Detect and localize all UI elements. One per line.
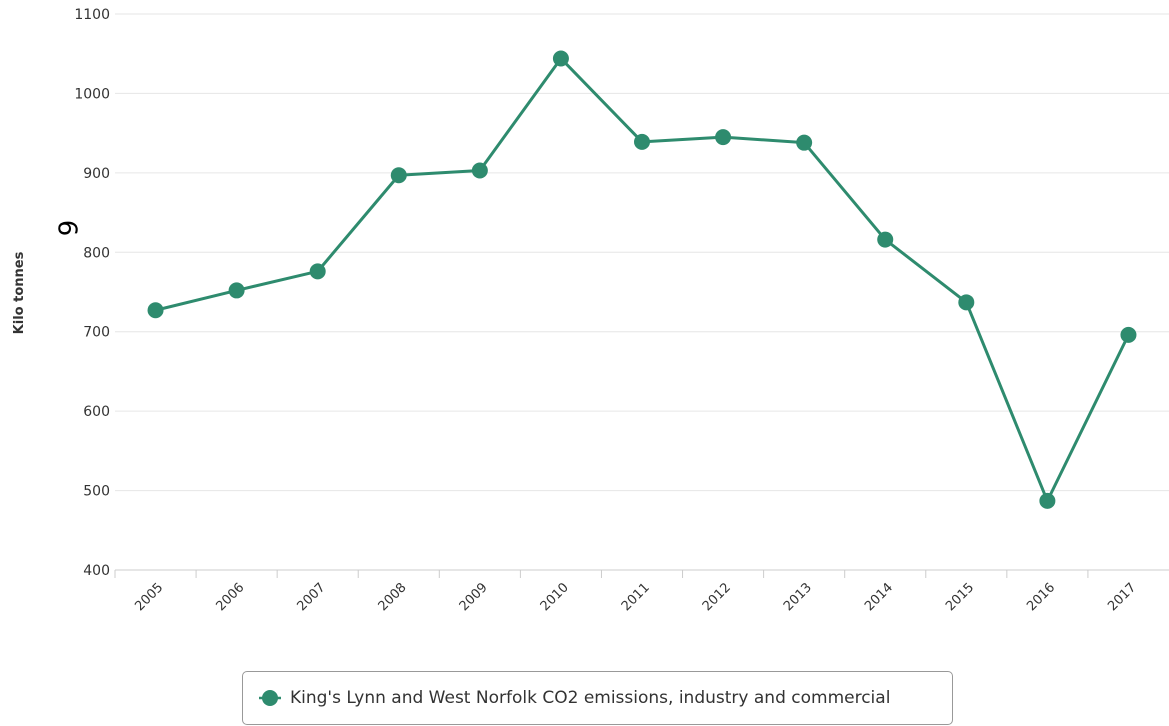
x-tick-label: 2014	[862, 580, 896, 614]
x-tick-label: 2008	[376, 580, 410, 614]
y-tick-label: 1000	[74, 86, 110, 102]
series-line	[155, 56, 1130, 503]
y-tick-label: 400	[83, 563, 110, 579]
y-axis-ticks: 400 500 600 700 800 900 1000 1100	[74, 7, 110, 579]
data-point	[1120, 326, 1137, 343]
stray-glyph: 6	[51, 219, 82, 237]
gridlines	[115, 13, 1169, 571]
x-tick-label: 2005	[132, 580, 166, 614]
legend[interactable]: King's Lynn and West Norfolk CO2 emissio…	[242, 671, 953, 725]
x-tick-label: 2015	[943, 580, 977, 614]
x-tick-label: 2012	[700, 580, 734, 614]
x-axis-ticks: 2005 2006 2007 2008 2009 2010 2011 2012 2013 2014…	[114, 569, 1169, 614]
legend-label: King's Lynn and West Norfolk CO2 emissio…	[290, 688, 891, 708]
x-tick-label: 2016	[1024, 580, 1058, 614]
y-tick-label: 900	[83, 166, 110, 182]
x-tick-label: 2017	[1105, 580, 1139, 614]
y-axis-label: Kilo tonnes	[12, 251, 27, 335]
x-tick-label: 2010	[538, 580, 572, 614]
y-tick-label: 600	[83, 404, 110, 420]
y-tick-label: 1100	[74, 7, 110, 23]
data-point	[228, 282, 245, 299]
x-tick-label: 2013	[781, 580, 815, 614]
data-point	[958, 294, 975, 311]
data-point	[390, 167, 407, 184]
x-tick-label: 2009	[457, 580, 491, 614]
x-tick-label: 2011	[619, 580, 653, 614]
legend-marker-icon	[259, 690, 281, 706]
data-point	[1039, 492, 1056, 509]
series-layer	[147, 50, 1137, 509]
data-point	[471, 162, 488, 179]
data-point	[309, 263, 326, 280]
data-point	[715, 129, 732, 146]
data-point	[552, 50, 569, 67]
data-point	[877, 231, 894, 248]
y-tick-label: 700	[83, 325, 110, 341]
x-tick-label: 2007	[295, 580, 329, 614]
y-tick-label: 800	[83, 245, 110, 261]
data-point	[147, 302, 164, 319]
x-tick-label: 2006	[213, 580, 247, 614]
data-point	[796, 134, 813, 151]
y-tick-label: 500	[83, 484, 110, 500]
data-point	[634, 133, 650, 150]
